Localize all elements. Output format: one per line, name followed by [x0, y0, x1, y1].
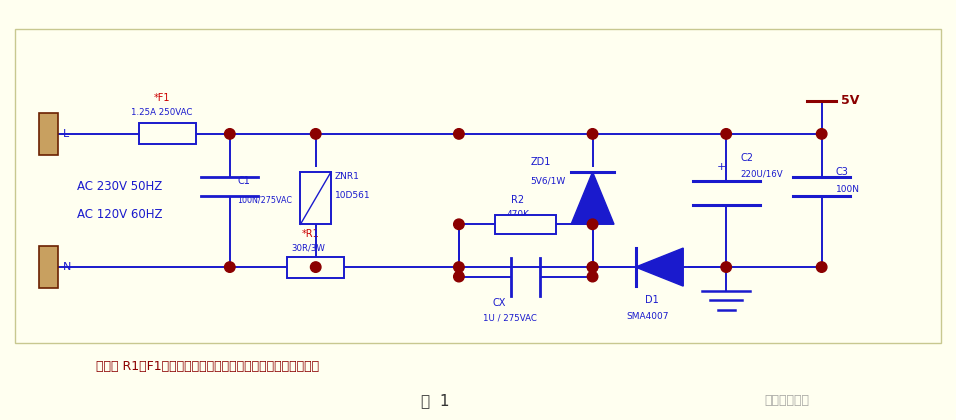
Circle shape: [721, 129, 731, 139]
Text: D1: D1: [645, 295, 659, 305]
Text: ZD1: ZD1: [531, 158, 551, 168]
Circle shape: [225, 262, 235, 272]
Bar: [39, 246, 58, 288]
Text: 1.25A 250VAC: 1.25A 250VAC: [132, 108, 193, 118]
Circle shape: [311, 129, 321, 139]
Text: 10D561: 10D561: [335, 191, 370, 200]
Circle shape: [587, 262, 598, 272]
Text: 100N/275VAC: 100N/275VAC: [237, 196, 293, 205]
Text: C1: C1: [237, 176, 250, 186]
Circle shape: [587, 271, 598, 282]
Circle shape: [587, 219, 598, 229]
Text: C3: C3: [836, 167, 849, 177]
Text: CX: CX: [492, 298, 506, 308]
Text: C2: C2: [741, 153, 753, 163]
Text: AC 230V 50HZ: AC 230V 50HZ: [77, 180, 163, 193]
Text: 注意： R1和F1两个元件不需同时使用，只要任选一个就可以了: 注意： R1和F1两个元件不需同时使用，只要任选一个就可以了: [97, 360, 319, 373]
Circle shape: [816, 129, 827, 139]
Circle shape: [454, 271, 465, 282]
Circle shape: [454, 129, 465, 139]
Text: SMA4007: SMA4007: [626, 312, 668, 321]
Text: 470K: 470K: [507, 210, 530, 219]
Bar: [39, 113, 58, 155]
Circle shape: [454, 219, 465, 229]
Polygon shape: [571, 172, 614, 224]
Text: 张飞实战电子: 张飞实战电子: [765, 394, 810, 407]
Bar: [495, 215, 556, 234]
Polygon shape: [636, 248, 684, 286]
Bar: [287, 257, 344, 278]
Circle shape: [454, 262, 465, 272]
Circle shape: [225, 129, 235, 139]
Text: 5V6/1W: 5V6/1W: [531, 177, 566, 186]
Text: 100N: 100N: [836, 184, 860, 194]
Bar: [140, 123, 196, 144]
Text: *F1: *F1: [153, 93, 170, 103]
Circle shape: [587, 262, 598, 272]
Text: 1U / 275VAC: 1U / 275VAC: [483, 313, 536, 322]
Text: AC 120V 60HZ: AC 120V 60HZ: [77, 208, 163, 221]
Text: ZNR1: ZNR1: [335, 172, 359, 181]
Bar: [15, 29, 941, 343]
Circle shape: [311, 262, 321, 272]
Text: R2: R2: [511, 195, 525, 205]
Circle shape: [816, 262, 827, 272]
Text: N: N: [63, 262, 71, 272]
Text: 图  1: 图 1: [421, 393, 449, 408]
Text: 30R/3W: 30R/3W: [292, 244, 326, 252]
Text: 5V: 5V: [840, 94, 859, 107]
Bar: [300, 172, 331, 224]
Circle shape: [721, 262, 731, 272]
Text: *R1: *R1: [301, 229, 319, 239]
Circle shape: [587, 129, 598, 139]
Text: +: +: [717, 162, 727, 172]
Text: 220U/16V: 220U/16V: [741, 169, 783, 178]
Text: L: L: [63, 129, 69, 139]
